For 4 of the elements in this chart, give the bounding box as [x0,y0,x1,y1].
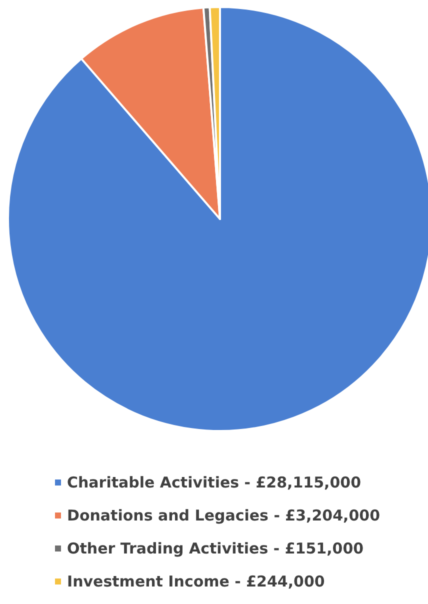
legend-label: Charitable Activities - £28,115,000 [67,474,362,492]
legend-label: Donations and Legacies - £3,204,000 [67,506,380,524]
legend-label: Other Trading Activities - £151,000 [67,540,364,558]
legend-label: Investment Income - £244,000 [67,572,325,590]
